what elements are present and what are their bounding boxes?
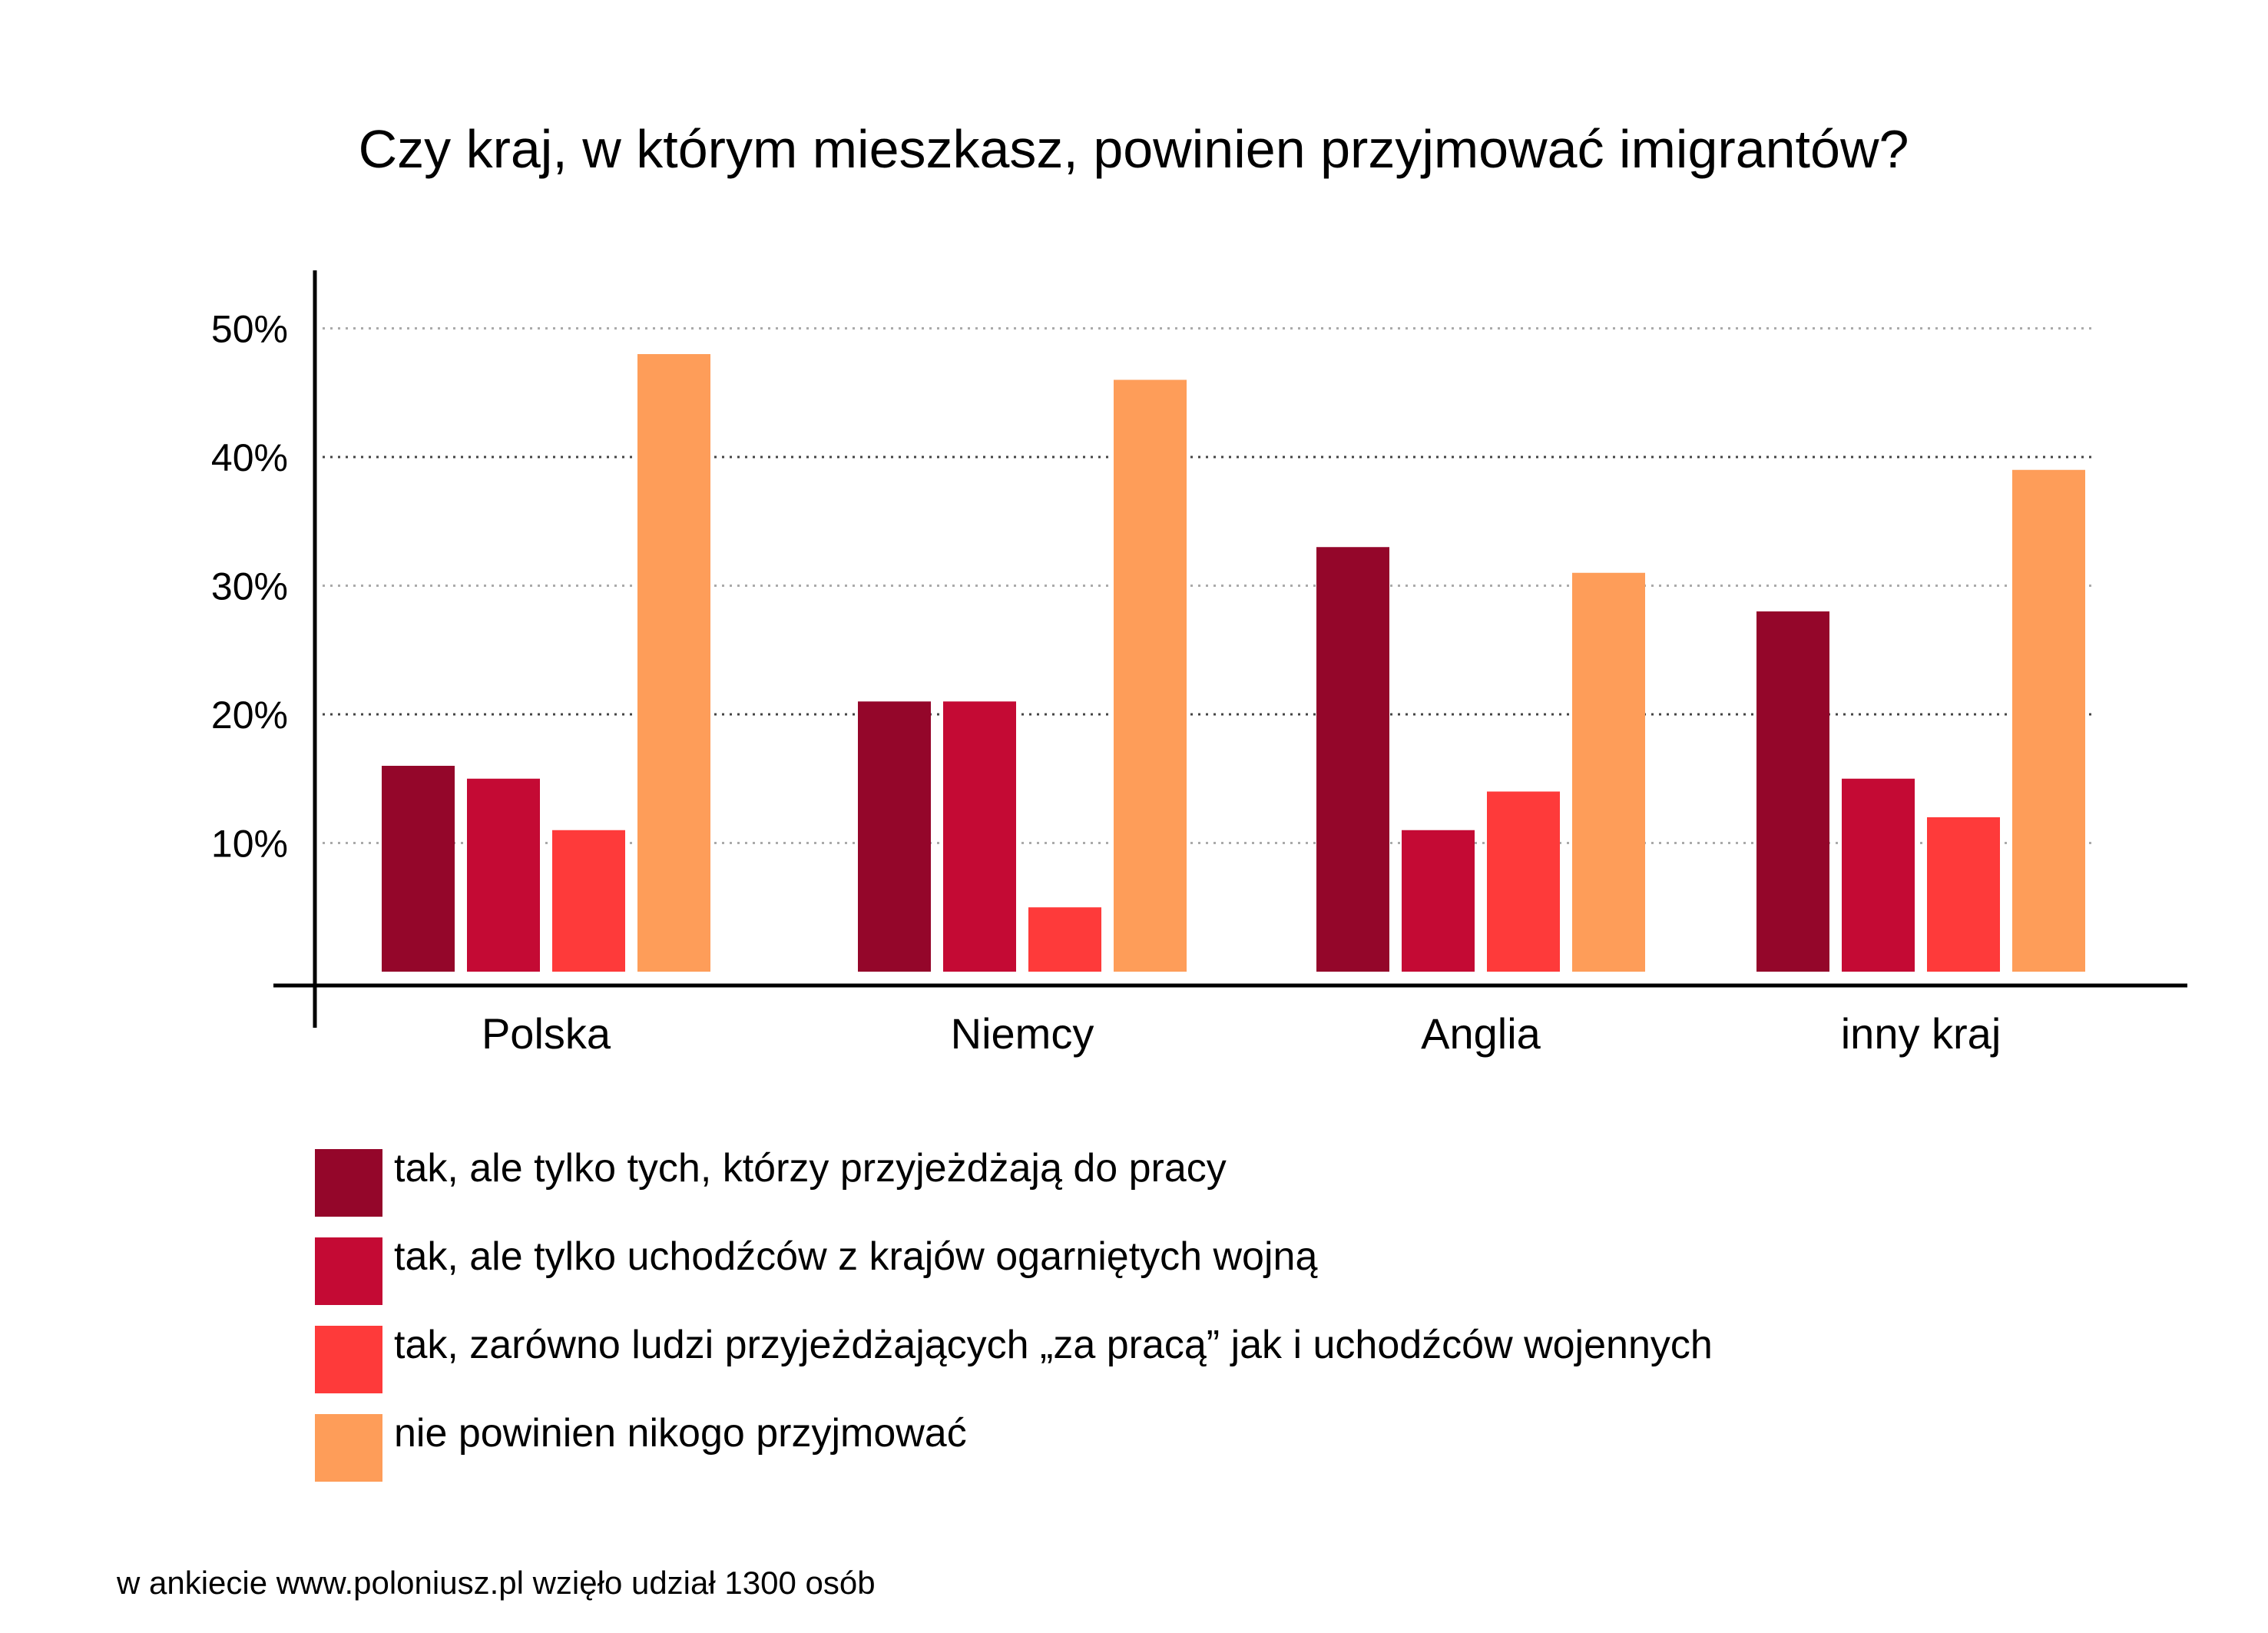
y-tick-label: 50% (211, 308, 288, 351)
chart-title: Czy kraj, w którym mieszkasz, powinien p… (359, 119, 1909, 179)
bar (1316, 547, 1389, 972)
category-label: Niemcy (951, 1009, 1094, 1058)
legend-label: tak, ale tylko tych, którzy przyjeżdżają… (394, 1146, 1227, 1191)
bar (858, 701, 931, 972)
legend-swatch (315, 1149, 382, 1217)
category-labels: Polska Niemcy Anglia inny kraj (482, 1009, 2001, 1058)
bar (637, 354, 710, 972)
bar (1927, 817, 2000, 972)
bars (382, 354, 2085, 972)
category-label: inny kraj (1841, 1009, 2001, 1058)
bar (1842, 778, 1915, 972)
y-tick-label: 20% (211, 694, 288, 737)
bar (552, 830, 625, 972)
bar (2012, 469, 2085, 972)
category-label: Anglia (1421, 1009, 1541, 1058)
legend-swatch (315, 1414, 382, 1482)
bar (1487, 791, 1560, 972)
bar (467, 778, 540, 972)
y-tick-labels: 10% 20% 30% 40% 50% (211, 308, 288, 866)
bar (1402, 830, 1475, 972)
legend-label: tak, ale tylko uchodźców z krajów ogarni… (394, 1234, 1317, 1279)
bar (1114, 379, 1187, 972)
legend-swatch (315, 1237, 382, 1305)
legend: tak, ale tylko tych, którzy przyjeżdżają… (315, 1146, 1713, 1482)
legend-label: tak, zarówno ludzi przyjeżdżających „za … (394, 1323, 1713, 1367)
bar (943, 701, 1016, 972)
bar (1028, 907, 1101, 972)
bar (1572, 572, 1645, 972)
bar (1756, 611, 1829, 972)
bar (382, 766, 455, 972)
axes (273, 270, 2187, 1028)
legend-label: nie powinien nikogo przyjmować (394, 1411, 967, 1456)
y-tick-label: 30% (211, 565, 288, 608)
y-tick-label: 40% (211, 436, 288, 479)
y-tick-label: 10% (211, 823, 288, 866)
legend-swatch (315, 1326, 382, 1393)
category-label: Polska (482, 1009, 611, 1058)
footnote: w ankiecie www.poloniusz.pl wzięło udzia… (116, 1565, 876, 1601)
